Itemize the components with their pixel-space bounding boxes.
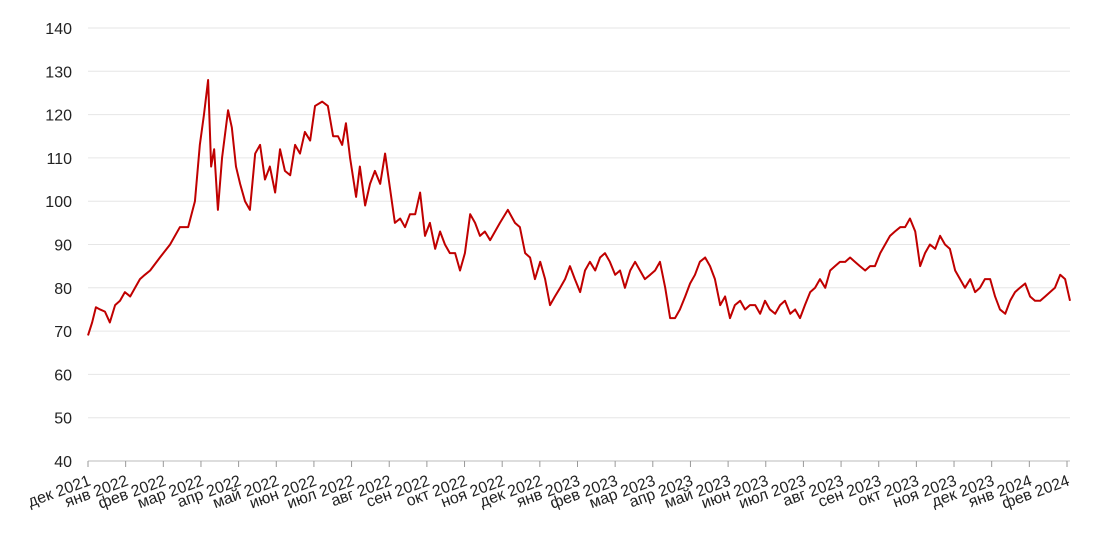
y-tick-label: 120 <box>45 108 72 125</box>
y-tick-label: 130 <box>45 64 72 81</box>
price-line <box>87 78 1071 336</box>
y-tick-label: 40 <box>54 454 72 471</box>
y-tick-label: 50 <box>54 411 72 428</box>
y-tick-label: 80 <box>54 281 72 298</box>
y-tick-label: 100 <box>45 194 72 211</box>
y-tick-label: 110 <box>46 151 72 168</box>
y-tick-label: 140 <box>45 21 72 38</box>
y-tick-label: 90 <box>54 238 72 255</box>
y-tick-label: 60 <box>54 367 72 384</box>
y-tick-label: 70 <box>54 324 72 341</box>
